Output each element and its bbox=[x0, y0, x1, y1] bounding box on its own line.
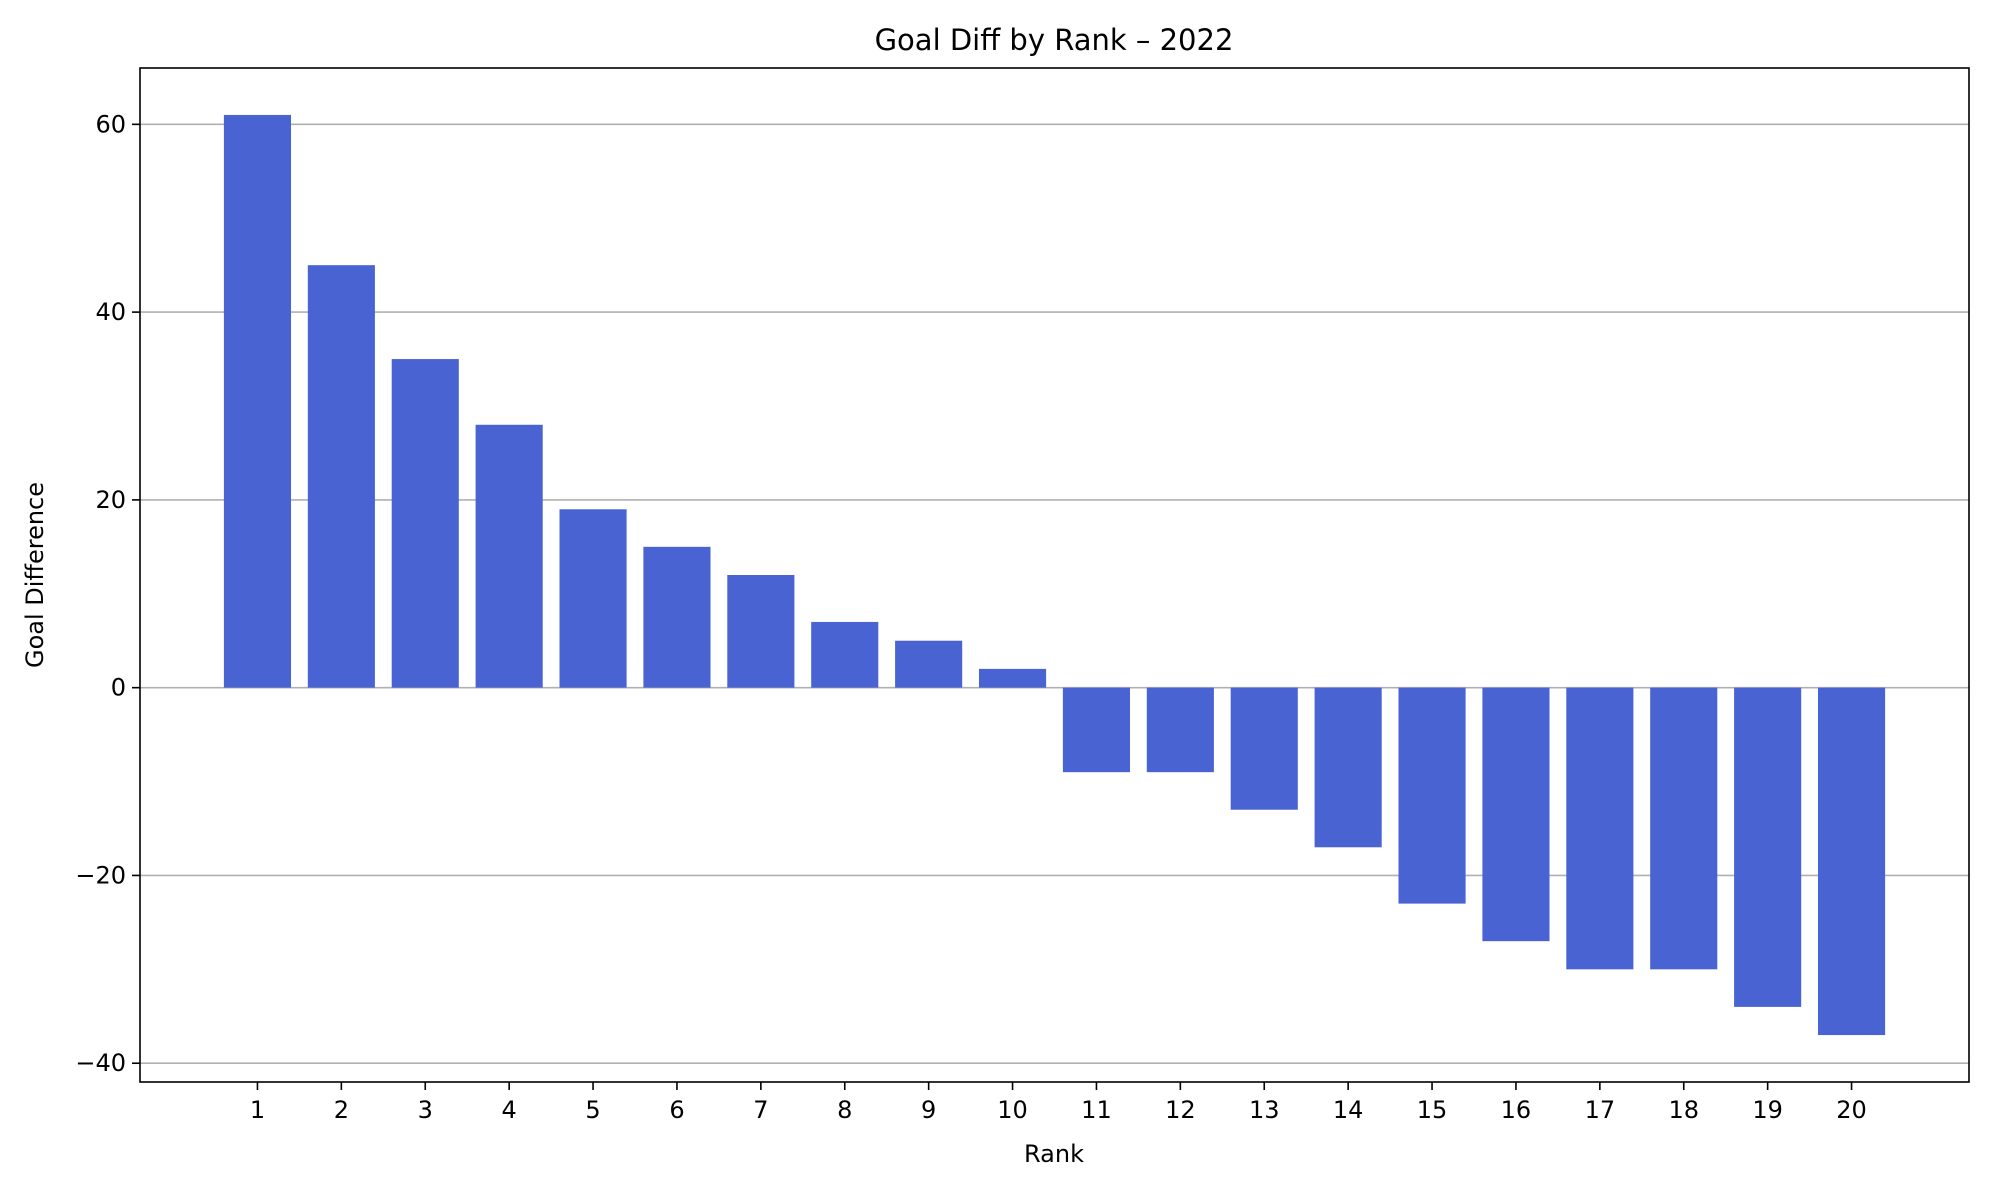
x-tick-label: 13 bbox=[1249, 1096, 1280, 1124]
bar-rank-13 bbox=[1230, 687, 1298, 810]
x-tick-label: 10 bbox=[997, 1096, 1028, 1124]
bar-rank-9 bbox=[895, 640, 963, 688]
x-tick-label: 19 bbox=[1752, 1096, 1783, 1124]
bar-rank-3 bbox=[391, 359, 459, 688]
x-tick-label: 8 bbox=[837, 1096, 852, 1124]
bar-rank-8 bbox=[811, 621, 879, 688]
bar-rank-4 bbox=[475, 424, 543, 688]
bar-rank-15 bbox=[1398, 687, 1466, 904]
x-tick-label: 4 bbox=[502, 1096, 517, 1124]
chart-title: Goal Diff by Rank – 2022 bbox=[875, 23, 1234, 57]
x-tick-label: 2 bbox=[334, 1096, 349, 1124]
x-tick-label: 18 bbox=[1668, 1096, 1699, 1124]
x-tick-label: 14 bbox=[1333, 1096, 1364, 1124]
x-tick-label: 9 bbox=[921, 1096, 936, 1124]
bars bbox=[223, 114, 1886, 1036]
bar-rank-7 bbox=[727, 575, 795, 688]
bar-rank-19 bbox=[1734, 687, 1802, 1007]
bar-rank-5 bbox=[559, 509, 627, 688]
x-tick-label: 20 bbox=[1836, 1096, 1867, 1124]
bar-rank-10 bbox=[978, 668, 1047, 688]
y-tick-label: 60 bbox=[95, 110, 126, 138]
bar-rank-2 bbox=[307, 265, 375, 688]
y-axis-label: Goal Difference bbox=[21, 482, 49, 668]
plot-frame bbox=[139, 67, 1970, 1083]
x-tick-label: 5 bbox=[585, 1096, 600, 1124]
x-tick-label: 7 bbox=[753, 1096, 768, 1124]
bar-rank-11 bbox=[1062, 687, 1131, 773]
x-tick-label: 16 bbox=[1501, 1096, 1532, 1124]
y-tick-label: −20 bbox=[75, 861, 126, 889]
y-tick-label: 20 bbox=[95, 486, 126, 514]
bar-rank-16 bbox=[1482, 687, 1550, 942]
bar-rank-18 bbox=[1650, 687, 1718, 970]
x-axis-ticks: 1 2 3 4 5 6 7 8 9 10 11 12 13 14 15 16 17 18 19 20 bbox=[250, 1082, 1867, 1124]
x-tick-label: 6 bbox=[669, 1096, 684, 1124]
bar-rank-20 bbox=[1817, 687, 1886, 1036]
x-tick-label: 11 bbox=[1081, 1096, 1112, 1124]
bar-rank-17 bbox=[1566, 687, 1634, 970]
y-tick-label: −40 bbox=[75, 1049, 126, 1077]
x-tick-label: 3 bbox=[418, 1096, 433, 1124]
x-axis-label: Rank bbox=[1024, 1140, 1084, 1168]
y-axis-ticks: −40 −20 0 20 40 60 bbox=[75, 110, 140, 1077]
x-tick-label: 15 bbox=[1417, 1096, 1448, 1124]
y-tick-label: 0 bbox=[111, 674, 126, 702]
bar-rank-1 bbox=[223, 114, 292, 688]
y-tick-label: 40 bbox=[95, 298, 126, 326]
bar-rank-6 bbox=[643, 546, 711, 688]
bar-rank-12 bbox=[1146, 687, 1214, 773]
x-tick-label: 17 bbox=[1585, 1096, 1616, 1124]
x-tick-label: 1 bbox=[250, 1096, 265, 1124]
x-tick-label: 12 bbox=[1165, 1096, 1196, 1124]
bar-rank-14 bbox=[1314, 687, 1382, 848]
